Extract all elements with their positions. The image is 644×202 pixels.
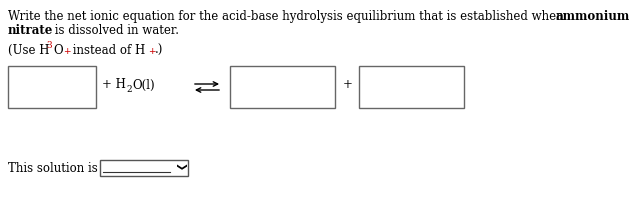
Text: O(l): O(l) [132,79,155,92]
Text: .): .) [155,44,164,57]
Text: nitrate: nitrate [8,24,53,37]
Text: This solution is: This solution is [8,162,98,175]
Text: + H: + H [102,79,126,92]
Text: ❯: ❯ [175,163,185,171]
Bar [359,66,464,108]
Text: +: + [343,79,353,92]
Text: 3: 3 [46,41,52,50]
Text: (Use H: (Use H [8,44,50,57]
Text: Write the net ionic equation for the acid-base hydrolysis equilibrium that is es: Write the net ionic equation for the aci… [8,10,567,23]
Bar [230,66,335,108]
Text: +: + [148,47,155,56]
Bar [100,160,188,176]
Bar [8,66,96,108]
Text: ammonium: ammonium [556,10,630,23]
Text: instead of H: instead of H [69,44,146,57]
Text: +: + [63,47,70,56]
Text: is dissolved in water.: is dissolved in water. [51,24,179,37]
Text: O: O [53,44,62,57]
Text: 2: 2 [126,85,131,95]
